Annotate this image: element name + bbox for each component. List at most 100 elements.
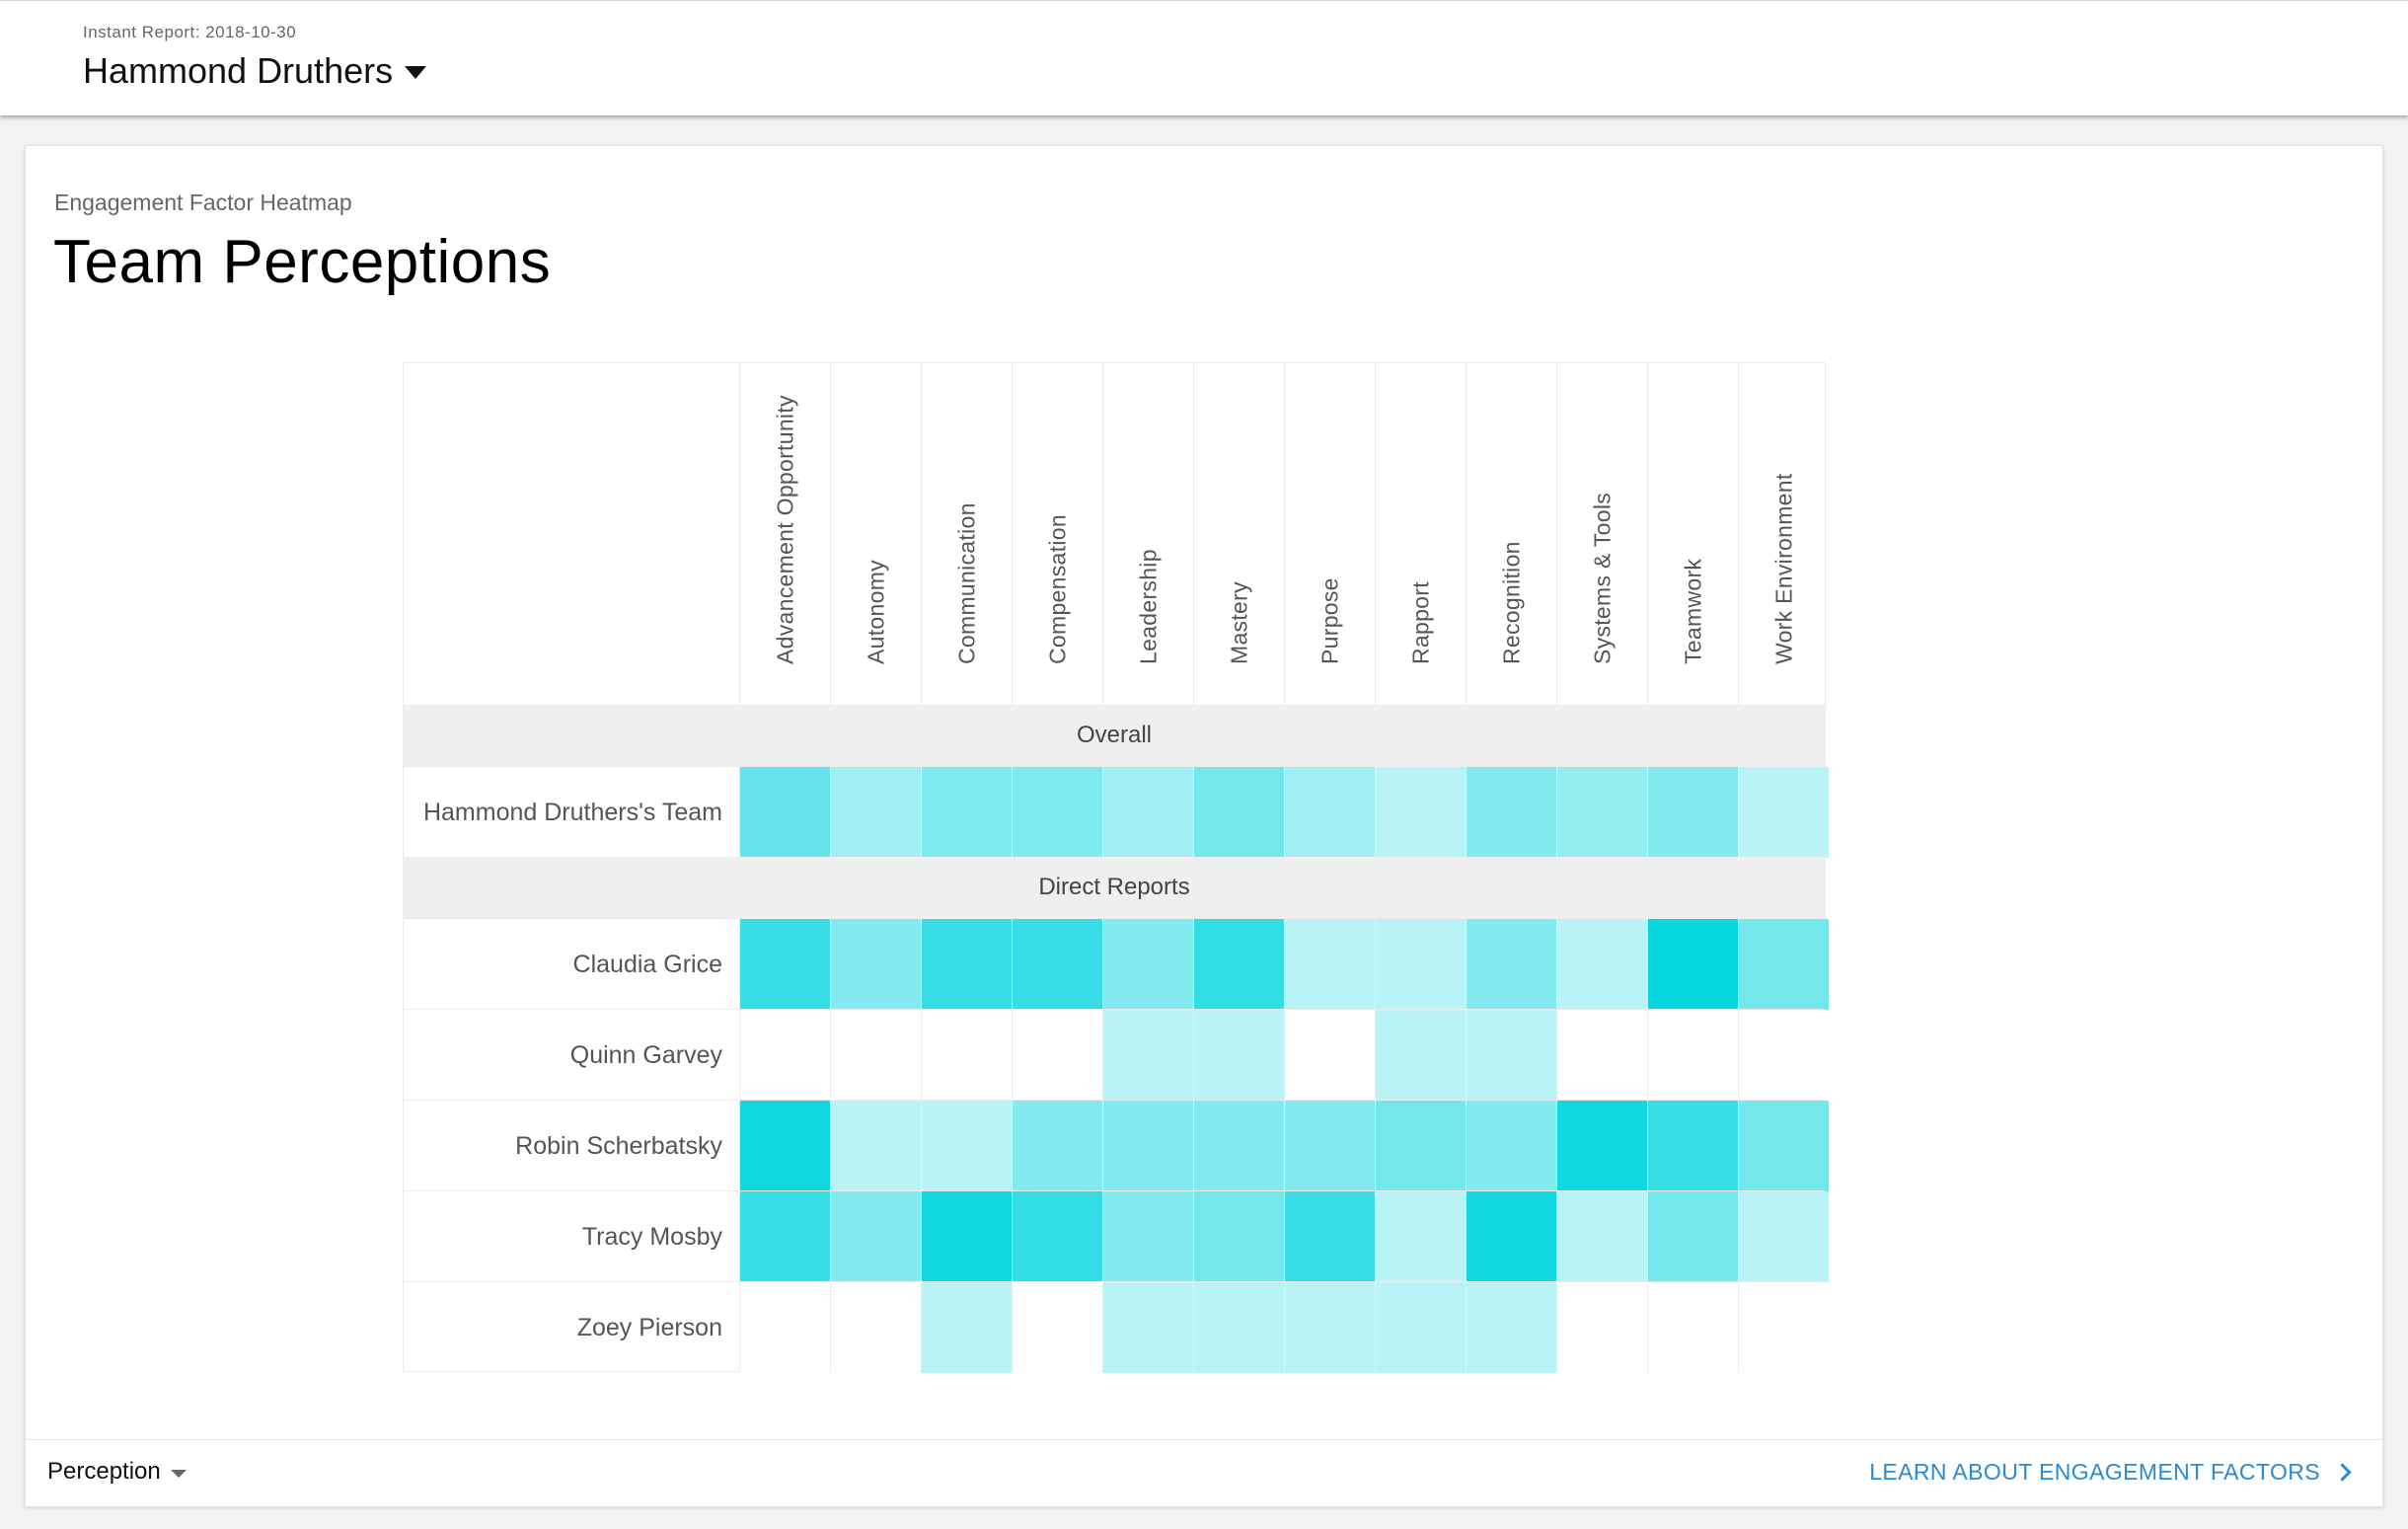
column-header-label: Teamwork (1680, 558, 1706, 664)
heatmap-cell (739, 1101, 830, 1191)
caret-down-icon[interactable] (405, 65, 427, 79)
direct-report-row: Quinn Garvey (404, 1009, 1829, 1101)
heatmap-cell (1102, 1010, 1193, 1101)
card-footer: Perception LEARN ABOUT ENGAGEMENT FACTOR… (26, 1439, 2382, 1507)
column-header: Systems & Tools (1556, 363, 1647, 705)
direct-report-row: Robin Scherbatsky (404, 1100, 1829, 1191)
heatmap-cell (1647, 1010, 1738, 1101)
heatmap-cell (1102, 919, 1193, 1010)
heatmap-cell (739, 1191, 830, 1282)
heatmap-cell (1647, 919, 1738, 1010)
heatmap-cell (921, 767, 1012, 858)
heatmap-cell (1647, 1191, 1738, 1282)
direct-report-row: Tracy Mosby (404, 1190, 1829, 1282)
row-label: Tracy Mosby (581, 1222, 722, 1251)
heatmap-cell (1102, 1282, 1193, 1373)
heatmap-cell (1466, 1010, 1556, 1101)
section-direct-reports: Direct Reports (404, 857, 1825, 918)
heatmap-cell (830, 919, 921, 1010)
column-header-label: Mastery (1226, 581, 1252, 664)
heatmap-cell (1375, 919, 1466, 1010)
row-label: Zoey Pierson (576, 1313, 722, 1341)
heatmap-cell (921, 1191, 1012, 1282)
person-selector[interactable]: Hammond Druthers (83, 50, 427, 92)
heatmap-cell (1012, 1282, 1102, 1373)
heatmap-cell (1375, 1191, 1466, 1282)
heatmap-cell (1193, 1010, 1284, 1101)
column-header: Communication (921, 363, 1012, 705)
heatmap-cell (1284, 767, 1375, 858)
heatmap-cell (1466, 1282, 1556, 1373)
heatmap-cell (921, 1010, 1012, 1101)
view-mode-dropdown[interactable]: Perception (47, 1458, 187, 1486)
learn-engagement-factors-link[interactable]: LEARN ABOUT ENGAGEMENT FACTORS (1869, 1459, 2352, 1486)
heatmap-cell (739, 767, 830, 858)
heatmap-cell (1284, 1101, 1375, 1191)
chevron-right-icon[interactable] (2333, 1463, 2352, 1482)
direct-report-row: Zoey Pierson (404, 1281, 1829, 1373)
heatmap-cell (1556, 767, 1647, 858)
column-header: Mastery (1193, 363, 1284, 705)
heatmap-cell (1738, 919, 1829, 1010)
row-label: Claudia Grice (572, 950, 722, 978)
heatmap-cell (830, 1191, 921, 1282)
heatmap-cell (1556, 919, 1647, 1010)
heatmap-cell (1466, 767, 1556, 858)
top-header: Instant Report: 2018-10-30 Hammond Druth… (0, 0, 2408, 115)
heatmap-cell (1012, 767, 1102, 858)
heatmap-cell (1556, 1010, 1647, 1101)
heatmap-cell (1102, 767, 1193, 858)
heatmap-cell (1556, 1101, 1647, 1191)
engagement-heatmap: Advancement Opportunity Autonomy Communica… (403, 362, 1829, 1373)
heatmap-cell (739, 1282, 830, 1373)
column-header: Advancement Opportunity (739, 363, 830, 705)
column-header: Compensation (1012, 363, 1102, 705)
heatmap-cell (739, 1010, 830, 1101)
heatmap-cell (1284, 1191, 1375, 1282)
heatmap-cell (1193, 1191, 1284, 1282)
heatmap-cell (1556, 1191, 1647, 1282)
section-overall-label: Overall (1076, 722, 1153, 748)
heatmap-cell (1284, 1282, 1375, 1373)
column-header-label: Leadership (1135, 549, 1162, 664)
column-header-label: Advancement Opportunity (772, 395, 798, 664)
heatmap-cell (830, 1010, 921, 1101)
heatmap-cell (1738, 767, 1829, 858)
page-title: Team Perceptions (53, 228, 552, 296)
learn-link-label[interactable]: LEARN ABOUT ENGAGEMENT FACTORS (1869, 1459, 2320, 1485)
column-header: Purpose (1284, 363, 1375, 705)
heatmap-cell (921, 1282, 1012, 1373)
heatmap-cell (1738, 1010, 1829, 1101)
heatmap-cell (1012, 1010, 1102, 1101)
heatmap-cell (1284, 919, 1375, 1010)
heatmap-cell (1466, 1191, 1556, 1282)
heatmap-card: Engagement Factor Heatmap Team Perceptio… (25, 145, 2383, 1507)
heatmap-cell (1012, 919, 1102, 1010)
column-header-label: Communication (953, 502, 980, 664)
heatmap-cell (1284, 1010, 1375, 1101)
heatmap-cell (1647, 1101, 1738, 1191)
heatmap-cell (1466, 919, 1556, 1010)
heatmap-cell (1012, 1191, 1102, 1282)
column-header-label: Autonomy (863, 560, 889, 664)
heatmap-cell (1193, 1101, 1284, 1191)
heatmap-cell (1738, 1191, 1829, 1282)
card-subtitle: Engagement Factor Heatmap (54, 190, 352, 215)
view-mode-label[interactable]: Perception (47, 1458, 161, 1485)
heatmap-cell (1102, 1101, 1193, 1191)
report-date-label: Instant Report: 2018-10-30 (83, 23, 297, 41)
section-overall: Overall (404, 705, 1825, 766)
column-header-label: Purpose (1317, 577, 1343, 664)
heatmap-cell (739, 919, 830, 1010)
heatmap-cell (1738, 1101, 1829, 1191)
row-label: Robin Scherbatsky (515, 1131, 722, 1160)
heatmap-cell (830, 1101, 921, 1191)
column-header: Leadership (1102, 363, 1193, 705)
caret-down-icon[interactable] (170, 1470, 187, 1478)
row-label: Quinn Garvey (569, 1040, 722, 1069)
heatmap-cell (830, 1282, 921, 1373)
heatmap-cell (1738, 1282, 1829, 1373)
heatmap-cell (1647, 1282, 1738, 1373)
person-name[interactable]: Hammond Druthers (83, 50, 394, 91)
heatmap-cell (1193, 767, 1284, 858)
